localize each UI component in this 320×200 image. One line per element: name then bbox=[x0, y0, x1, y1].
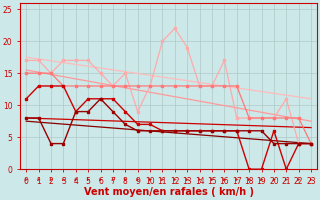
X-axis label: Vent moyen/en rafales ( km/h ): Vent moyen/en rafales ( km/h ) bbox=[84, 187, 254, 197]
